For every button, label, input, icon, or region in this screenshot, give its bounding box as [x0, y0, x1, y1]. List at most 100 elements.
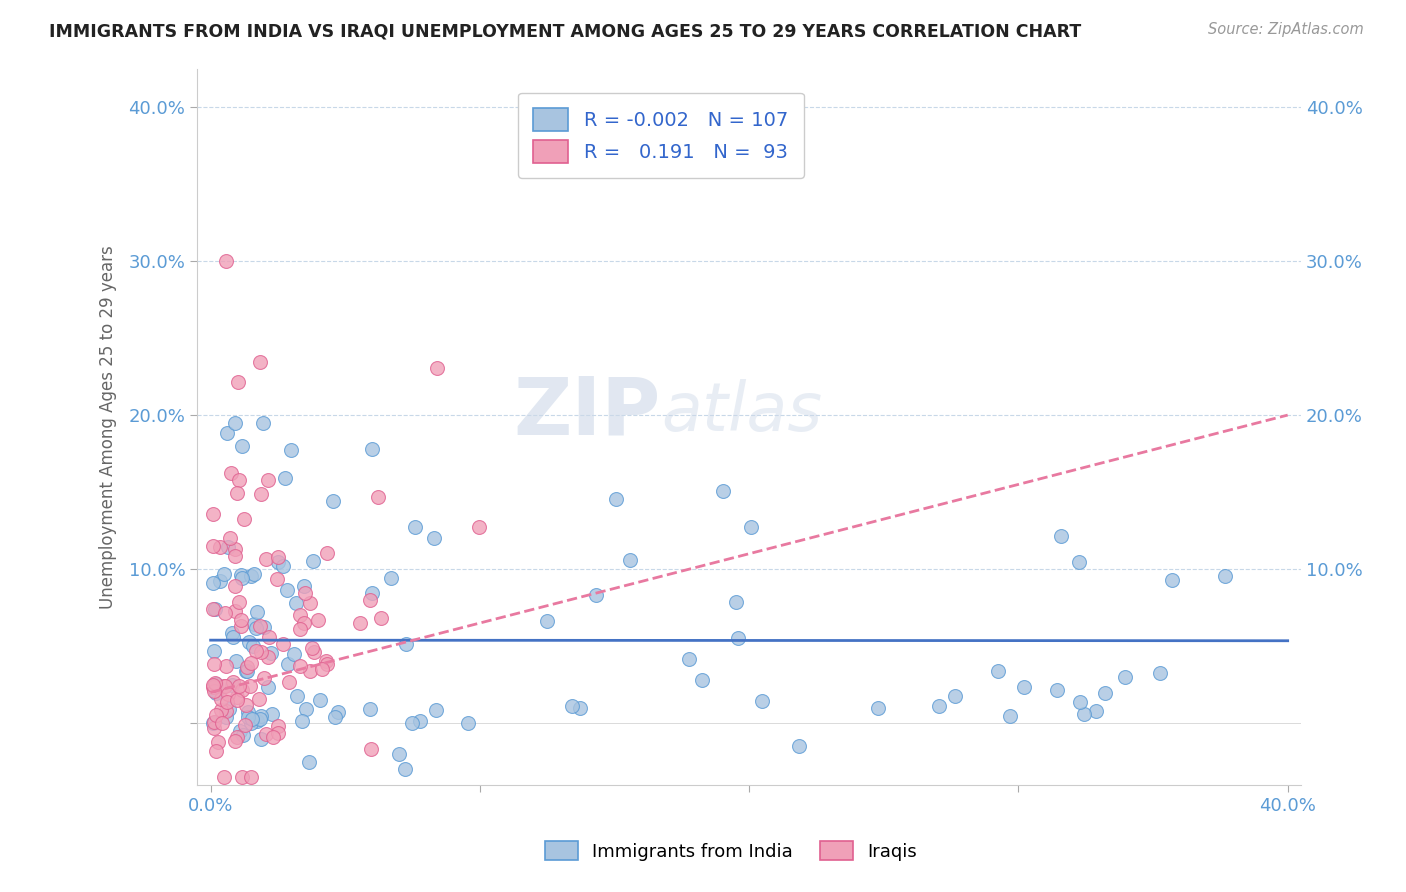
Point: [928, 698, 950, 713]
Point: [224, 549, 246, 564]
Point: [212, 567, 235, 582]
Point: [242, 640, 264, 654]
Point: [225, 693, 247, 707]
Point: [868, 701, 890, 715]
Point: [267, 719, 290, 733]
Point: [409, 714, 432, 729]
Point: [271, 558, 294, 573]
Point: [276, 582, 298, 597]
Point: [359, 592, 381, 607]
Point: [246, 714, 269, 728]
Point: [283, 647, 305, 661]
Point: [202, 602, 225, 616]
Point: [322, 494, 344, 508]
Point: [250, 645, 273, 659]
Point: [751, 693, 773, 707]
Point: [232, 729, 254, 743]
Text: ZIP: ZIP: [513, 374, 661, 451]
Point: [214, 606, 236, 620]
Point: [395, 637, 418, 651]
Point: [404, 520, 426, 534]
Point: [247, 692, 270, 706]
Point: [202, 539, 225, 553]
Point: [231, 770, 253, 784]
Point: [215, 710, 238, 724]
Point: [727, 631, 749, 645]
Point: [315, 546, 337, 560]
Point: [226, 690, 249, 704]
Point: [253, 620, 276, 634]
Point: [235, 698, 257, 712]
Point: [605, 491, 627, 506]
Point: [212, 770, 235, 784]
Point: [292, 579, 315, 593]
Point: [229, 613, 252, 627]
Point: [262, 730, 284, 744]
Point: [256, 681, 278, 695]
Point: [229, 723, 252, 738]
Point: [240, 569, 263, 583]
Point: [361, 585, 384, 599]
Point: [468, 519, 491, 533]
Point: [367, 491, 389, 505]
Point: [215, 704, 238, 718]
Point: [205, 707, 228, 722]
Point: [290, 714, 312, 729]
Point: [226, 486, 249, 500]
Point: [239, 679, 262, 693]
Point: [202, 715, 225, 730]
Point: [1161, 574, 1184, 588]
Point: [426, 360, 449, 375]
Point: [262, 707, 284, 722]
Point: [302, 645, 325, 659]
Point: [204, 676, 226, 690]
Point: [274, 471, 297, 485]
Point: [724, 595, 747, 609]
Point: [214, 659, 236, 673]
Point: [236, 660, 259, 674]
Point: [235, 664, 257, 678]
Point: [326, 706, 349, 720]
Point: [231, 572, 253, 586]
Point: [323, 710, 346, 724]
Point: [232, 512, 254, 526]
Y-axis label: Unemployment Among Ages 25 to 29 years: Unemployment Among Ages 25 to 29 years: [100, 244, 117, 608]
Point: [222, 674, 245, 689]
Point: [285, 689, 308, 703]
Point: [257, 650, 280, 665]
Point: [250, 486, 273, 500]
Point: [219, 531, 242, 545]
Point: [311, 662, 333, 676]
Point: [202, 721, 225, 735]
Point: [209, 703, 232, 717]
Point: [307, 613, 329, 627]
Point: [561, 699, 583, 714]
Point: [943, 689, 966, 703]
Point: [256, 551, 278, 566]
Point: [1012, 681, 1035, 695]
Point: [217, 687, 239, 701]
Point: [205, 686, 228, 700]
Point: [221, 678, 243, 692]
Point: [238, 635, 260, 649]
Legend: Immigrants from India, Iraqis: Immigrants from India, Iraqis: [536, 832, 927, 870]
Point: [222, 630, 245, 644]
Point: [998, 708, 1021, 723]
Point: [370, 611, 392, 625]
Point: [285, 596, 308, 610]
Point: [202, 576, 225, 591]
Point: [245, 643, 267, 657]
Point: [388, 747, 411, 761]
Point: [288, 659, 311, 673]
Point: [1073, 706, 1095, 721]
Point: [266, 549, 288, 564]
Point: [202, 714, 225, 729]
Point: [202, 684, 225, 698]
Point: [202, 680, 225, 694]
Point: [690, 673, 713, 687]
Point: [231, 682, 253, 697]
Point: [226, 376, 249, 390]
Point: [266, 725, 288, 739]
Point: [204, 677, 226, 691]
Point: [239, 770, 262, 784]
